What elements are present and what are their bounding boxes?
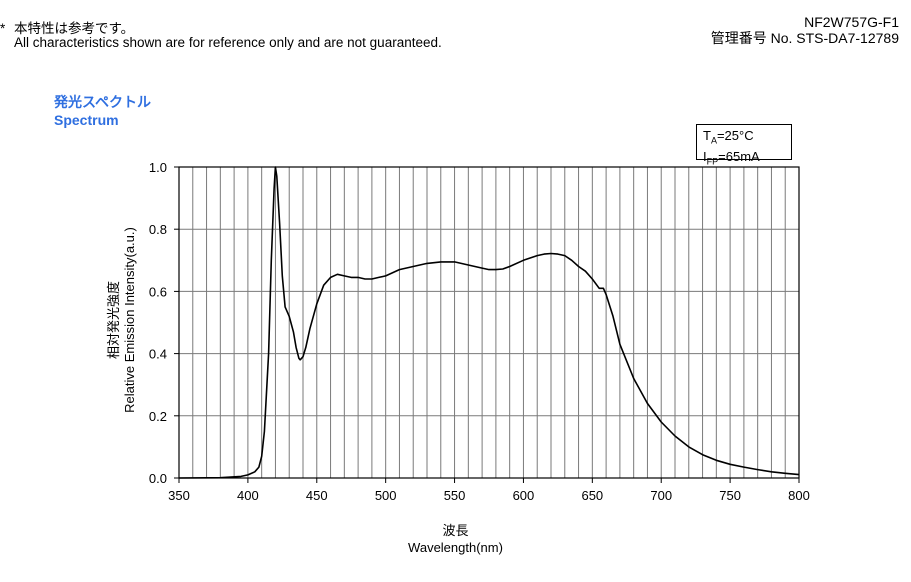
y-tick-label: 0.0 — [149, 471, 167, 486]
x-tick-label: 800 — [788, 488, 810, 503]
x-tick-label: 650 — [581, 488, 603, 503]
y-tick-label: 0.6 — [149, 284, 167, 299]
condition-ifp: IFP=65mA — [703, 148, 760, 167]
section-title: 発光スペクトル Spectrum — [54, 93, 151, 129]
y-axis-label-jp: 相対発光強度 — [106, 281, 121, 360]
section-title-en: Spectrum — [54, 112, 119, 128]
x-tick-label: 350 — [168, 488, 190, 503]
x-tick-label: 700 — [650, 488, 672, 503]
doc-number: 管理番号 No. STS-DA7-12789 — [710, 30, 899, 46]
reference-note: * 本特性は参考です。 All characteristics shown are… — [0, 22, 442, 50]
x-tick-label: 500 — [375, 488, 397, 503]
y-tick-label: 1.0 — [149, 160, 167, 175]
spectrum-line — [178, 166, 800, 479]
x-tick-label: 750 — [719, 488, 741, 503]
test-conditions-box: TA=25°C IFP=65mA — [696, 124, 792, 166]
y-axis-label: 相対発光強度 Relative Emission Intensity(a.u.) — [103, 227, 137, 413]
x-tick-label: 400 — [237, 488, 259, 503]
y-tick-label: 0.4 — [149, 347, 167, 362]
reference-note-jp: * 本特性は参考です。 — [0, 21, 135, 36]
x-tick-label: 450 — [306, 488, 328, 503]
reference-note-en: All characteristics shown are for refere… — [14, 35, 442, 50]
condition-ta: TA=25°C — [703, 128, 754, 146]
part-number: NF2W757G-F1 — [804, 14, 899, 30]
x-tick-label: 600 — [513, 488, 535, 503]
document-ids: NF2W757G-F1 管理番号 No. STS-DA7-12789 — [711, 14, 899, 46]
x-axis-label: Wavelength(nm) — [408, 540, 503, 555]
plot-frame — [178, 166, 800, 479]
section-title-jp: 発光スペクトル — [54, 94, 152, 110]
y-tick-label: 0.2 — [149, 409, 167, 424]
y-tick-label: 0.8 — [149, 222, 167, 237]
x-tick-label: 550 — [444, 488, 466, 503]
y-axis-label-en: Relative Emission Intensity(a.u.) — [122, 227, 137, 413]
x-axis-label-jp: 波長 — [442, 523, 469, 538]
